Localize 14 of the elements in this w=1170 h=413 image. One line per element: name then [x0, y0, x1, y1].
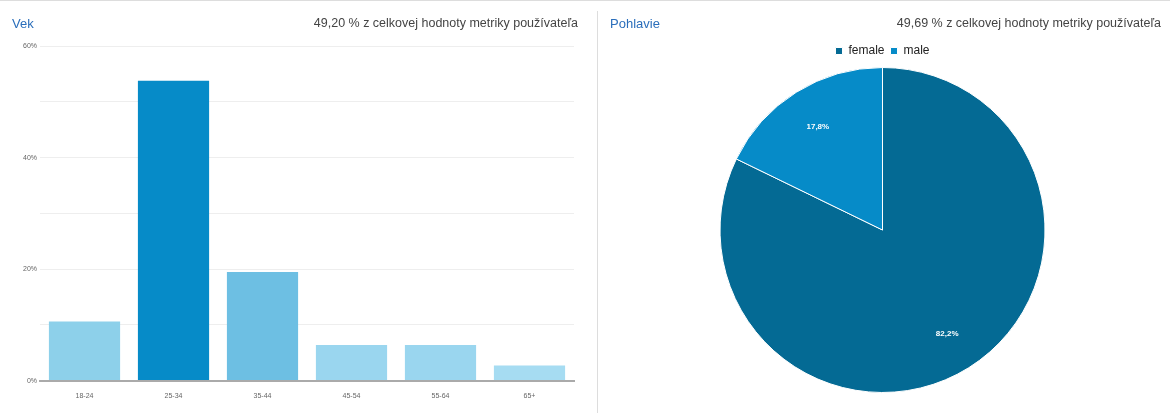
data-label: 82,2%	[935, 328, 959, 338]
chart-title: Pohlavie	[610, 16, 660, 31]
bar	[226, 271, 299, 381]
bar	[493, 365, 566, 381]
bar	[137, 80, 210, 381]
bar	[404, 344, 477, 381]
chart-subtitle: 49,20 % z celkovej hodnoty metriky používateľa	[313, 16, 578, 30]
legend-label: female	[848, 43, 885, 58]
bar	[48, 321, 121, 381]
legend-label: male	[903, 43, 930, 58]
data-label: 17,8%	[806, 121, 830, 131]
chart-title: Vek	[12, 16, 34, 31]
chart-subtitle: 49,69 % z celkovej hodnoty metriky používateľa	[896, 16, 1161, 30]
bar	[315, 344, 388, 381]
